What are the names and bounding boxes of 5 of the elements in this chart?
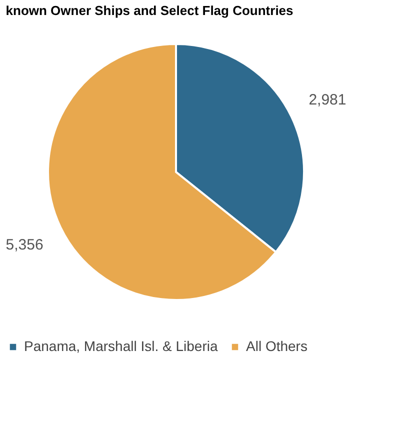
chart-title: known Owner Ships and Select Flag Countries	[6, 3, 294, 18]
data-label: 2,981	[308, 91, 346, 108]
legend-label: Panama, Marshall Isl. & Liberia	[24, 338, 218, 354]
legend-label: All Others	[246, 338, 308, 354]
data-label: 5,356	[6, 236, 44, 254]
